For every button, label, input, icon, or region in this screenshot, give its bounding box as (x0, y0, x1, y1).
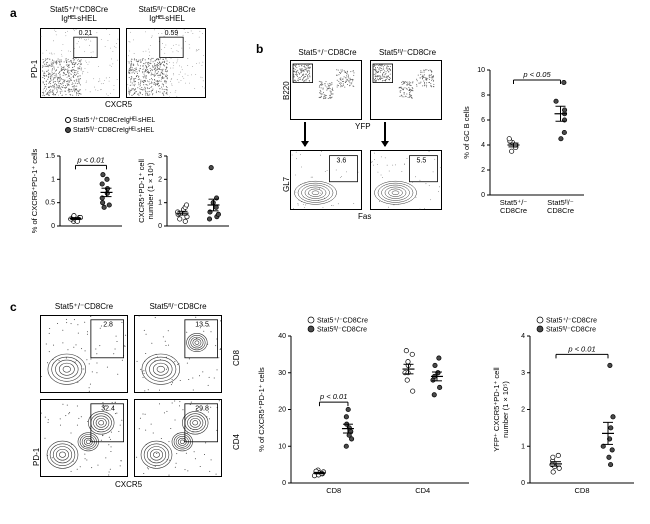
svg-text:2.8: 2.8 (103, 322, 113, 329)
panel-a-chart2: 0 1 2 3 CXCR5⁺PD-1⁺ cellnumber (1 × 10⁴) (135, 140, 235, 250)
svg-text:1: 1 (51, 176, 55, 183)
panel-c-facs-r2c1: 32.4 (40, 399, 128, 477)
panel-c-rowlabel2: CD4 (232, 434, 241, 450)
panel-a-facs1: 0.21 (40, 28, 120, 98)
svg-text:5.5: 5.5 (417, 158, 427, 165)
panel-b-chart: 0246810% of GC B cellsp < 0.05Stat5⁺/⁻CD… (460, 50, 590, 225)
svg-text:3: 3 (521, 370, 525, 377)
panel-c-facs-r1c2: 13.5 (134, 315, 222, 393)
svg-text:1.5: 1.5 (45, 153, 55, 160)
svg-text:Stat5ᶠˡ/⁻CD8Cre: Stat5ᶠˡ/⁻CD8Cre (317, 327, 367, 334)
panel-a-facs2: 0.59 (126, 28, 206, 98)
panel-c-chart2: 0 1 2 3 4 YFP⁺ CXCR5⁺PD-1⁺ cellnumber (1 × 10… (490, 310, 640, 505)
svg-text:2: 2 (158, 176, 162, 183)
svg-text:CD8: CD8 (574, 486, 589, 495)
panel-b-facs1-title: Stat5⁺/⁻CD8Cre (290, 48, 365, 57)
svg-text:CD8: CD8 (326, 486, 341, 495)
svg-text:6: 6 (481, 117, 485, 124)
svg-text:10: 10 (278, 443, 286, 450)
svg-text:1: 1 (521, 443, 525, 450)
svg-text:3.6: 3.6 (337, 158, 347, 165)
panel-c-chart1: 0 10 20 30 40 % of CXCR5⁺PD-1⁺ cells p < 0.01 C… (255, 310, 475, 505)
panel-c-label: c (10, 300, 17, 314)
panel-a-facs2-title: Stat5ᶠˡ/⁻CD8Cre IgᴴᴱᴸsHEL (126, 6, 208, 24)
panel-b-facs2-title: Stat5ᶠˡ/⁻CD8Cre (370, 48, 445, 57)
svg-text:CD8Cre: CD8Cre (500, 206, 527, 215)
panel-c-facs-r2c2: 29.8 (134, 399, 222, 477)
panel-b-label: b (256, 42, 263, 56)
svg-text:40: 40 (278, 333, 286, 340)
svg-text:number (1 × 10⁴): number (1 × 10⁴) (146, 162, 155, 219)
panel-b-topx: YFP (355, 122, 371, 131)
panel-b-botx: Fas (358, 212, 371, 221)
svg-text:3: 3 (158, 153, 162, 160)
panel-b-facs-top2 (370, 60, 442, 120)
svg-text:0.59: 0.59 (165, 30, 179, 37)
svg-text:10: 10 (477, 67, 485, 74)
svg-text:2: 2 (521, 407, 525, 414)
svg-text:Stat5⁺/⁻CD8Cre: Stat5⁺/⁻CD8Cre (546, 318, 597, 325)
panel-a-legend2-text: Stat5ᶠˡ/⁻CD8CreIgᴴᴱᴸsHEL (73, 127, 154, 134)
panel-c-facs2-title: Stat5ᶠˡ/⁻CD8Cre (134, 302, 222, 311)
svg-text:% of CXCR5⁺PD-1⁺ cells: % of CXCR5⁺PD-1⁺ cells (257, 367, 266, 452)
panel-b-facs-bot2: 5.5 (370, 150, 442, 210)
svg-text:CXCR5⁺PD-1⁺ cell: CXCR5⁺PD-1⁺ cell (137, 159, 146, 223)
svg-text:0: 0 (521, 480, 525, 487)
svg-text:% of GC B cells: % of GC B cells (462, 106, 471, 159)
svg-text:p < 0.01: p < 0.01 (76, 155, 104, 164)
panel-c-facs-r1c1: 2.8 (40, 315, 128, 393)
svg-text:Stat5ᶠˡ/⁻CD8Cre: Stat5ᶠˡ/⁻CD8Cre (546, 327, 596, 334)
svg-text:4: 4 (521, 333, 525, 340)
svg-text:32.4: 32.4 (101, 406, 115, 413)
panel-b-arrow1 (304, 122, 306, 146)
svg-text:p < 0.01: p < 0.01 (319, 392, 347, 401)
svg-text:2: 2 (481, 167, 485, 174)
svg-text:CD8Cre: CD8Cre (547, 206, 574, 215)
panel-c-rowlabel1: CD8 (232, 350, 241, 366)
svg-text:0: 0 (51, 223, 55, 230)
svg-text:20: 20 (278, 407, 286, 414)
svg-text:29.8: 29.8 (195, 406, 209, 413)
svg-text:0: 0 (158, 223, 162, 230)
svg-text:13.5: 13.5 (195, 322, 209, 329)
panel-a-chart1: 0 0.5 1 1.5 % of CXCR5⁺PD-1⁺ cells p < 0.01 (28, 140, 128, 250)
svg-text:p < 0.05: p < 0.05 (522, 70, 551, 79)
svg-text:1: 1 (158, 200, 162, 207)
panel-b-arrow2 (384, 122, 386, 146)
svg-text:0: 0 (481, 192, 485, 199)
svg-text:0.21: 0.21 (79, 30, 93, 37)
panel-c-yaxis: PD-1 (32, 448, 41, 466)
svg-text:YFP⁺ CXCR5⁺PD-1⁺ cell: YFP⁺ CXCR5⁺PD-1⁺ cell (492, 367, 501, 452)
panel-a-legend1-text: Stat5⁺/⁺CD8CreIgᴴᴱᴸsHEL (73, 117, 155, 124)
svg-text:CD4: CD4 (415, 486, 430, 495)
svg-text:Stat5⁺/⁻CD8Cre: Stat5⁺/⁻CD8Cre (317, 318, 368, 325)
svg-text:30: 30 (278, 370, 286, 377)
svg-text:p < 0.01: p < 0.01 (567, 344, 595, 353)
panel-a-legend2: Stat5ᶠˡ/⁻CD8CreIgᴴᴱᴸsHEL (65, 126, 154, 134)
svg-text:% of CXCR5⁺PD-1⁺ cells: % of CXCR5⁺PD-1⁺ cells (30, 148, 39, 233)
panel-a-xaxis: CXCR5 (105, 100, 132, 109)
panel-a-legend1: Stat5⁺/⁺CD8CreIgᴴᴱᴸsHEL (65, 116, 155, 124)
panel-a-yaxis: PD-1 (30, 60, 39, 78)
panel-c-facs1-title: Stat5⁺/⁻CD8Cre (40, 302, 128, 311)
svg-text:number (1 × 10⁵): number (1 × 10⁵) (501, 381, 510, 438)
panel-b-facs-top1 (290, 60, 362, 120)
panel-c-xaxis: CXCR5 (115, 480, 142, 489)
svg-text:0.5: 0.5 (45, 200, 55, 207)
panel-a-label: a (10, 6, 17, 20)
panel-b-facs-bot1: 3.6 (290, 150, 362, 210)
svg-text:0: 0 (282, 480, 286, 487)
svg-text:8: 8 (481, 92, 485, 99)
panel-a-facs1-title: Stat5⁺/⁺CD8Cre IgᴴᴱᴸsHEL (38, 6, 120, 24)
svg-text:4: 4 (481, 142, 485, 149)
